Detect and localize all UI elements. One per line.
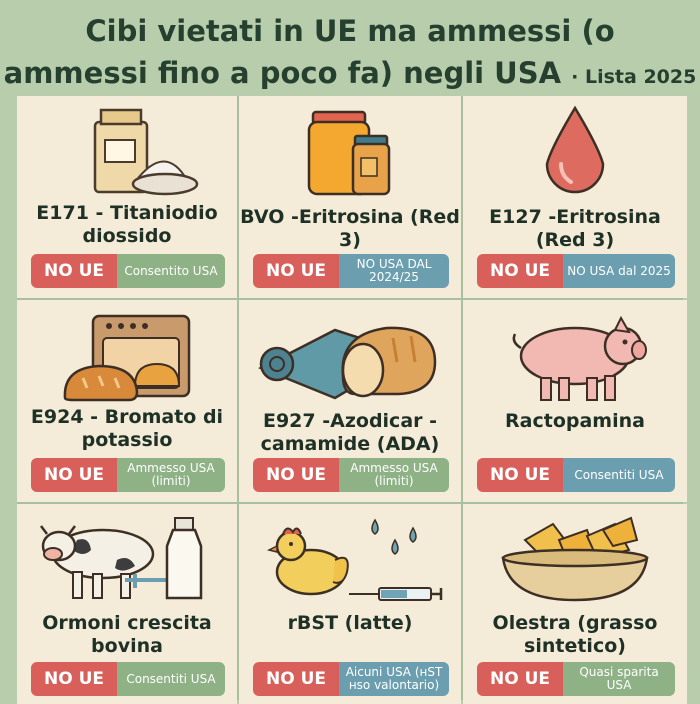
mat-bread-icon <box>258 326 437 400</box>
cow-milk-icon <box>40 517 203 600</box>
eu-badge: NO UE <box>253 458 339 492</box>
chicken-syringe-icon <box>266 518 443 601</box>
card-bvo: BVO -Eritrosina (Red 3) NO UE NO USA DAL… <box>239 96 461 298</box>
status-badges: NO UE NO USA dal 2025 <box>477 254 675 288</box>
us-badge: NO USA DAL 2024/25 <box>339 254 449 288</box>
status-badges: NO UE Quasi sparita USA <box>477 662 675 696</box>
us-badge: NO USA dal 2025 <box>563 254 675 288</box>
card-ractopamina: Ractopamina NO UE Consentiti USA <box>463 300 687 502</box>
us-badge: Ammesso USA (limiti) <box>339 458 449 492</box>
us-badge: Ammesso USA (limiti) <box>117 458 225 492</box>
card-e927: E927 -Azodicar - camamide (ADA) NO UE Am… <box>239 300 461 502</box>
item-name: E127 -Eritrosina (Red 3) <box>489 206 661 251</box>
food-grid: E171 - Titaniodio diossido NO UE Consent… <box>17 96 687 704</box>
us-badge: Aicuni USA (ʜST ʜso valontario) <box>339 662 449 696</box>
jars-icon <box>307 110 391 196</box>
eu-badge: NO UE <box>477 254 563 288</box>
title-line-2: ammessi fino a poco fa) negli USA · List… <box>0 52 700 98</box>
status-badges: NO UE Consentito USA <box>31 254 225 288</box>
status-badges: NO UE Consentiti USA <box>477 458 675 492</box>
item-name: Ractopamina <box>505 410 645 432</box>
us-badge: Consentiti USA <box>563 458 675 492</box>
oven-bread-icon <box>63 314 191 402</box>
us-badge: Consentito USA <box>117 254 225 288</box>
status-badges: NO UE Ammesso USA (limiti) <box>31 458 225 492</box>
card-e171: E171 - Titaniodio diossido NO UE Consent… <box>17 96 237 298</box>
eu-badge: NO UE <box>31 254 117 288</box>
status-badges: NO UE Aicuni USA (ʜST ʜso valontario) <box>253 662 449 696</box>
us-badge: Consentiti USA <box>117 662 225 696</box>
page-title: Cibi vietati in UE ma ammessi (o ammessi… <box>0 10 700 98</box>
chips-bowl-icon <box>501 516 649 602</box>
card-e924: E924 - Bromato di potassio NO UE Ammesso… <box>17 300 237 502</box>
card-olestra: Olestra (grasso sintetico) NO UE Quasi s… <box>463 504 687 704</box>
eu-badge: NO UE <box>31 662 117 696</box>
flour-bag-icon <box>93 108 199 196</box>
item-name: E171 - Titaniodio diossido <box>36 202 218 247</box>
status-badges: NO UE Consentiti USA <box>31 662 225 696</box>
card-ormoni: Ormoni crescita bovina NO UE Consentiti … <box>17 504 237 704</box>
eu-badge: NO UE <box>477 458 563 492</box>
status-badges: NO UE Ammesso USA (limiti) <box>253 458 449 492</box>
red-drop-icon <box>545 105 605 194</box>
item-name: rBST (latte) <box>287 612 413 634</box>
item-name: Ormoni crescita bovina <box>42 612 212 657</box>
eu-badge: NO UE <box>31 458 117 492</box>
item-name: BVO -Eritrosina (Red 3) <box>240 206 460 251</box>
title-line-1: Cibi vietati in UE ma ammessi (o <box>85 14 615 48</box>
us-badge: Quasi sparita USA <box>563 662 675 696</box>
item-name: E927 -Azodicar - camamide (ADA) <box>260 410 440 455</box>
item-name: Olestra (grasso sintetico) <box>492 612 658 657</box>
card-e127: E127 -Eritrosina (Red 3) NO UE NO USA da… <box>463 96 687 298</box>
pig-icon <box>512 315 647 401</box>
title-line-2-text: ammessi fino a poco fa) negli USA <box>3 56 562 90</box>
eu-badge: NO UE <box>253 254 339 288</box>
eu-badge: NO UE <box>253 662 339 696</box>
title-suffix: · Lista 2025 <box>571 66 697 88</box>
item-name: E924 - Bromato di potassio <box>30 406 224 451</box>
status-badges: NO UE NO USA DAL 2024/25 <box>253 254 449 288</box>
eu-badge: NO UE <box>477 662 563 696</box>
card-rbst: rBST (latte) NO UE Aicuni USA (ʜST ʜso v… <box>239 504 461 704</box>
